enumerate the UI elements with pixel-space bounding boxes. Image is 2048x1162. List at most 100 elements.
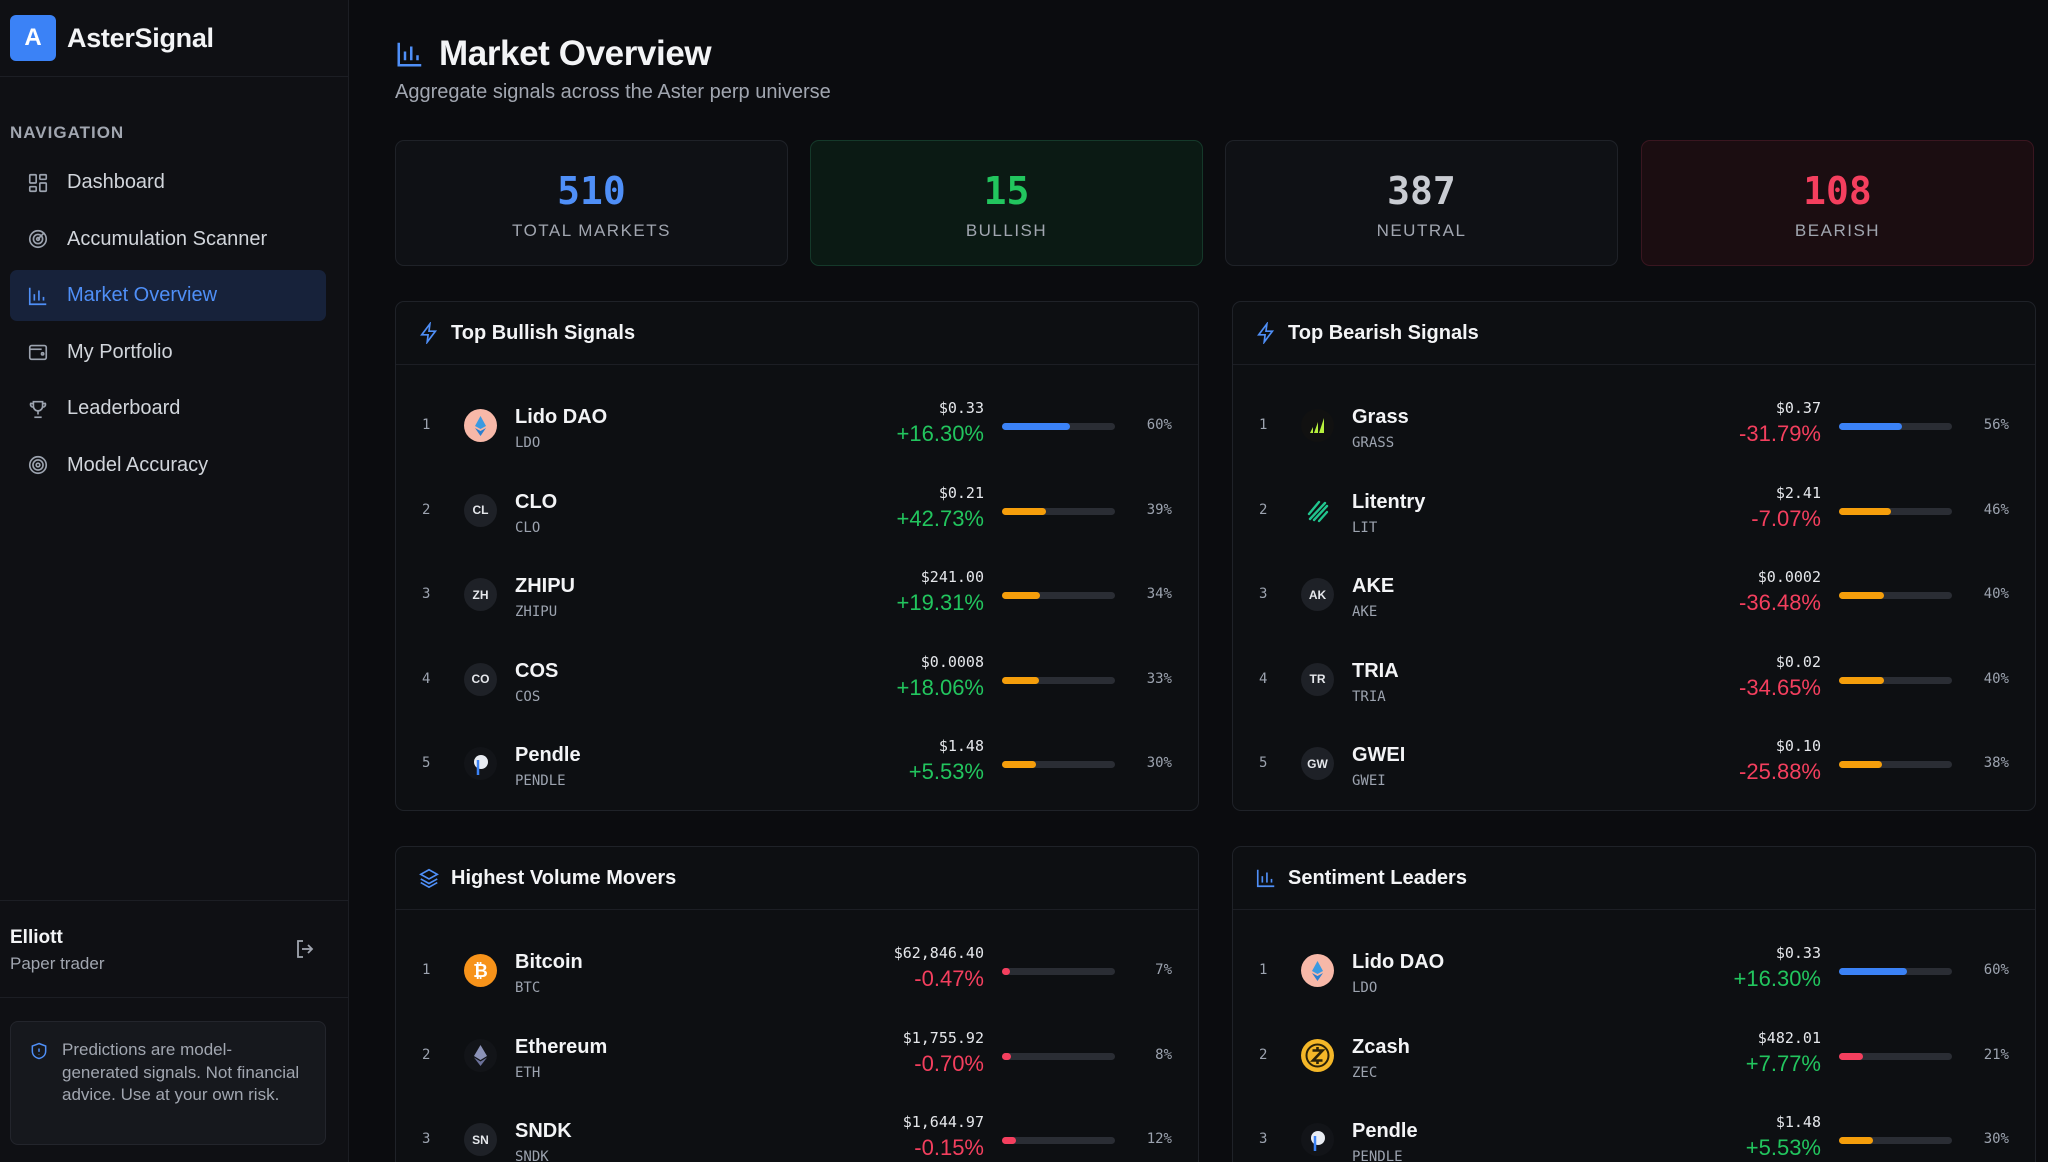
signal-row[interactable]: 3 Pendle PENDLE $1.48 +5.53% 30%: [1233, 1097, 2037, 1162]
signal-row[interactable]: 3 SN SNDK SNDK $1,644.97 -0.15% 12%: [396, 1097, 1200, 1162]
sidebar-item-label: My Portfolio: [67, 340, 173, 363]
signal-row[interactable]: 1 ₿ Bitcoin BTC $62,846.40 -0.47% 7%: [396, 928, 1200, 1013]
trophy-icon: [27, 398, 49, 420]
signal-row[interactable]: 2 Zcash ZEC $482.01 +7.77% 21%: [1233, 1013, 2037, 1098]
stat-value: 108: [1803, 169, 1872, 213]
panel-header: Top Bearish Signals: [1233, 302, 2035, 365]
signal-row[interactable]: 1 Lido DAO LDO $0.33 +16.30% 60%: [1233, 928, 2037, 1013]
signal-strength-fill: [1839, 968, 1907, 975]
signal-row[interactable]: 1 Lido DAO LDO $0.33 +16.30% 60%: [396, 383, 1200, 468]
price-change: -34.65%: [1739, 674, 1821, 700]
zcash-icon: [1301, 1038, 1334, 1072]
coin-symbol: AKE: [1352, 604, 1378, 620]
signal-strength-fill: [1002, 1052, 1012, 1060]
coin-name: AKE: [1352, 575, 1395, 597]
coin-symbol: LDO: [515, 435, 541, 451]
sidebar-item-accumulation-scanner[interactable]: Accumulation Scanner: [10, 214, 326, 265]
coin-avatar: SN: [464, 1123, 497, 1156]
signal-strength-bar: [1002, 1052, 1115, 1060]
coin-name: Bitcoin: [515, 951, 583, 973]
coin-avatar: AK: [1301, 578, 1334, 611]
panel-header: Sentiment Leaders: [1233, 847, 2035, 910]
row-rank: 2: [1259, 1046, 1268, 1063]
signal-strength-bar: [1839, 1137, 1952, 1144]
coin-price: $1.48: [1775, 1113, 1821, 1131]
signal-strength-percent: 56%: [1983, 417, 2009, 433]
sidebar-item-dashboard[interactable]: Dashboard: [10, 157, 326, 208]
coin-symbol: GRASS: [1352, 435, 1395, 451]
coin-symbol: PENDLE: [515, 773, 566, 789]
panel-title: Top Bearish Signals: [1288, 321, 1479, 344]
price-change: -0.47%: [914, 966, 984, 991]
signal-row[interactable]: 3 ZH ZHIPU ZHIPU $241.00 +19.31% 34%: [396, 552, 1200, 637]
wallet-icon: [27, 341, 49, 363]
stat-value: 387: [1387, 169, 1456, 213]
signal-strength-percent: 30%: [1146, 755, 1172, 771]
brand[interactable]: A AsterSignal: [0, 0, 348, 77]
row-rank: 4: [1259, 670, 1268, 687]
svg-text:₿: ₿: [473, 961, 488, 982]
coin-name: CLO: [515, 490, 558, 513]
coin-avatar: ZH: [464, 578, 497, 611]
nav-heading: NAVIGATION: [10, 123, 125, 142]
lightning-icon: [1255, 320, 1277, 346]
sidebar-item-market-overview[interactable]: Market Overview: [10, 270, 326, 321]
row-rank: 1: [422, 962, 431, 978]
coin-avatar: GW: [1301, 747, 1334, 780]
price-change: +19.31%: [896, 590, 984, 615]
row-rank: 3: [1259, 1131, 1268, 1147]
signal-strength-fill: [1839, 676, 1885, 684]
lido-icon: [464, 409, 497, 442]
price-change: +7.77%: [1745, 1050, 1821, 1076]
stat-label: NEUTRAL: [1376, 221, 1467, 240]
logout-button[interactable]: [293, 937, 317, 961]
coin-symbol: ETH: [515, 1064, 541, 1081]
coin-price: $0.02: [1775, 652, 1821, 671]
coin-name: Litentry: [1352, 490, 1426, 513]
sidebar-item-model-accuracy[interactable]: Model Accuracy: [10, 440, 326, 491]
coin-symbol: COS: [515, 688, 541, 705]
coin-price: $0.33: [938, 399, 984, 417]
sidebar-item-my-portfolio[interactable]: My Portfolio: [10, 327, 326, 378]
page-header: Market Overview: [395, 34, 712, 74]
signal-row[interactable]: 4 CO COS COS $0.0008 +18.06% 33%: [396, 637, 1200, 722]
signal-strength-percent: 8%: [1155, 1046, 1172, 1063]
shield-icon: [29, 1041, 49, 1061]
signal-strength-percent: 33%: [1146, 670, 1172, 687]
stat-neutral: 387 NEUTRAL: [1225, 140, 1618, 266]
coin-symbol: SNDK: [515, 1149, 549, 1162]
signal-row[interactable]: 2 Ethereum ETH $1,755.92 -0.70% 8%: [396, 1013, 1200, 1098]
row-rank: 3: [422, 586, 431, 602]
lightning-icon: [418, 320, 440, 346]
radar-icon: [27, 228, 49, 250]
price-change: -36.48%: [1739, 590, 1821, 615]
signal-strength-percent: 30%: [1983, 1131, 2009, 1147]
coin-name: SNDK: [515, 1120, 572, 1142]
coin-price: $0.0002: [1757, 568, 1821, 586]
price-change: +16.30%: [1733, 966, 1821, 991]
signal-strength-bar: [1002, 968, 1115, 975]
signal-strength-fill: [1002, 592, 1041, 599]
signal-row[interactable]: 3 AK AKE AKE $0.0002 -36.48% 40%: [1233, 552, 2037, 637]
pendle-icon: [1301, 1123, 1334, 1156]
signal-row[interactable]: 2 CL CLO CLO $0.21 +42.73% 39%: [396, 468, 1200, 553]
price-change: +5.53%: [1745, 1135, 1821, 1160]
signal-row[interactable]: 2 Litentry LIT $2.41 -7.07% 46%: [1233, 468, 2037, 553]
sidebar-item-label: Leaderboard: [67, 397, 181, 419]
signal-row[interactable]: 5 Pendle PENDLE $1.48 +5.53% 30%: [396, 721, 1200, 806]
sidebar-item-leaderboard[interactable]: Leaderboard: [10, 383, 326, 434]
panel-title: Sentiment Leaders: [1288, 866, 1467, 889]
signal-strength-fill: [1839, 1052, 1863, 1060]
signal-strength-bar: [1002, 1137, 1115, 1144]
coin-name: Pendle: [1352, 1120, 1418, 1142]
row-rank: 1: [1259, 417, 1268, 433]
stat-label: TOTAL MARKETS: [512, 221, 671, 240]
signal-row[interactable]: 1 Grass GRASS $0.37 -31.79% 56%: [1233, 383, 2037, 468]
panel-top-bullish: Top Bullish Signals 1 Lido DAO LDO $0.33 +16…: [395, 301, 1199, 811]
signal-row[interactable]: 5 GW GWEI GWEI $0.10 -25.88% 38%: [1233, 721, 2037, 806]
signal-row[interactable]: 4 TR TRIA TRIA $0.02 -34.65% 40%: [1233, 637, 2037, 722]
pendle-icon: [464, 747, 497, 780]
signal-strength-fill: [1839, 761, 1882, 768]
signal-strength-percent: 34%: [1146, 586, 1172, 602]
coin-price: $0.21: [938, 483, 984, 502]
